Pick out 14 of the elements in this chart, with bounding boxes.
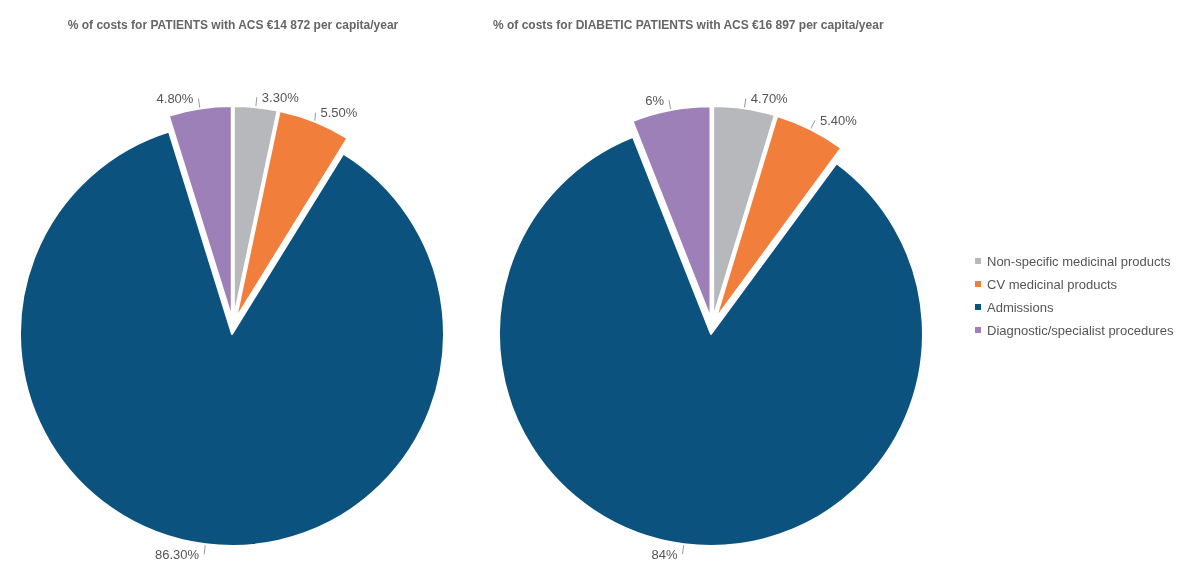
legend-label: Non-specific medicinal products — [987, 253, 1172, 269]
data-label: 3.30% — [261, 89, 300, 105]
data-label: 5.40% — [820, 112, 858, 128]
chart-title: % of costs for PATIENTS with ACS €14 872 per capita/year — [67, 18, 399, 32]
data-label: 5.50% — [320, 105, 358, 121]
data-label: 4.70% — [750, 91, 789, 106]
data-label: 6% — [645, 92, 665, 108]
data-label: 86.30% — [155, 546, 200, 562]
data-label: 84% — [651, 546, 678, 562]
legend-label: Admissions — [987, 299, 1054, 315]
legend-label: CV medicinal products — [987, 276, 1118, 292]
data-label: 4.80% — [156, 91, 194, 107]
legend-label: Diagnostic/specialist procedures — [987, 322, 1174, 338]
chart-title: % of costs for DIABETIC PATIENTS with ACS €16 897 per capita/year — [493, 18, 884, 32]
